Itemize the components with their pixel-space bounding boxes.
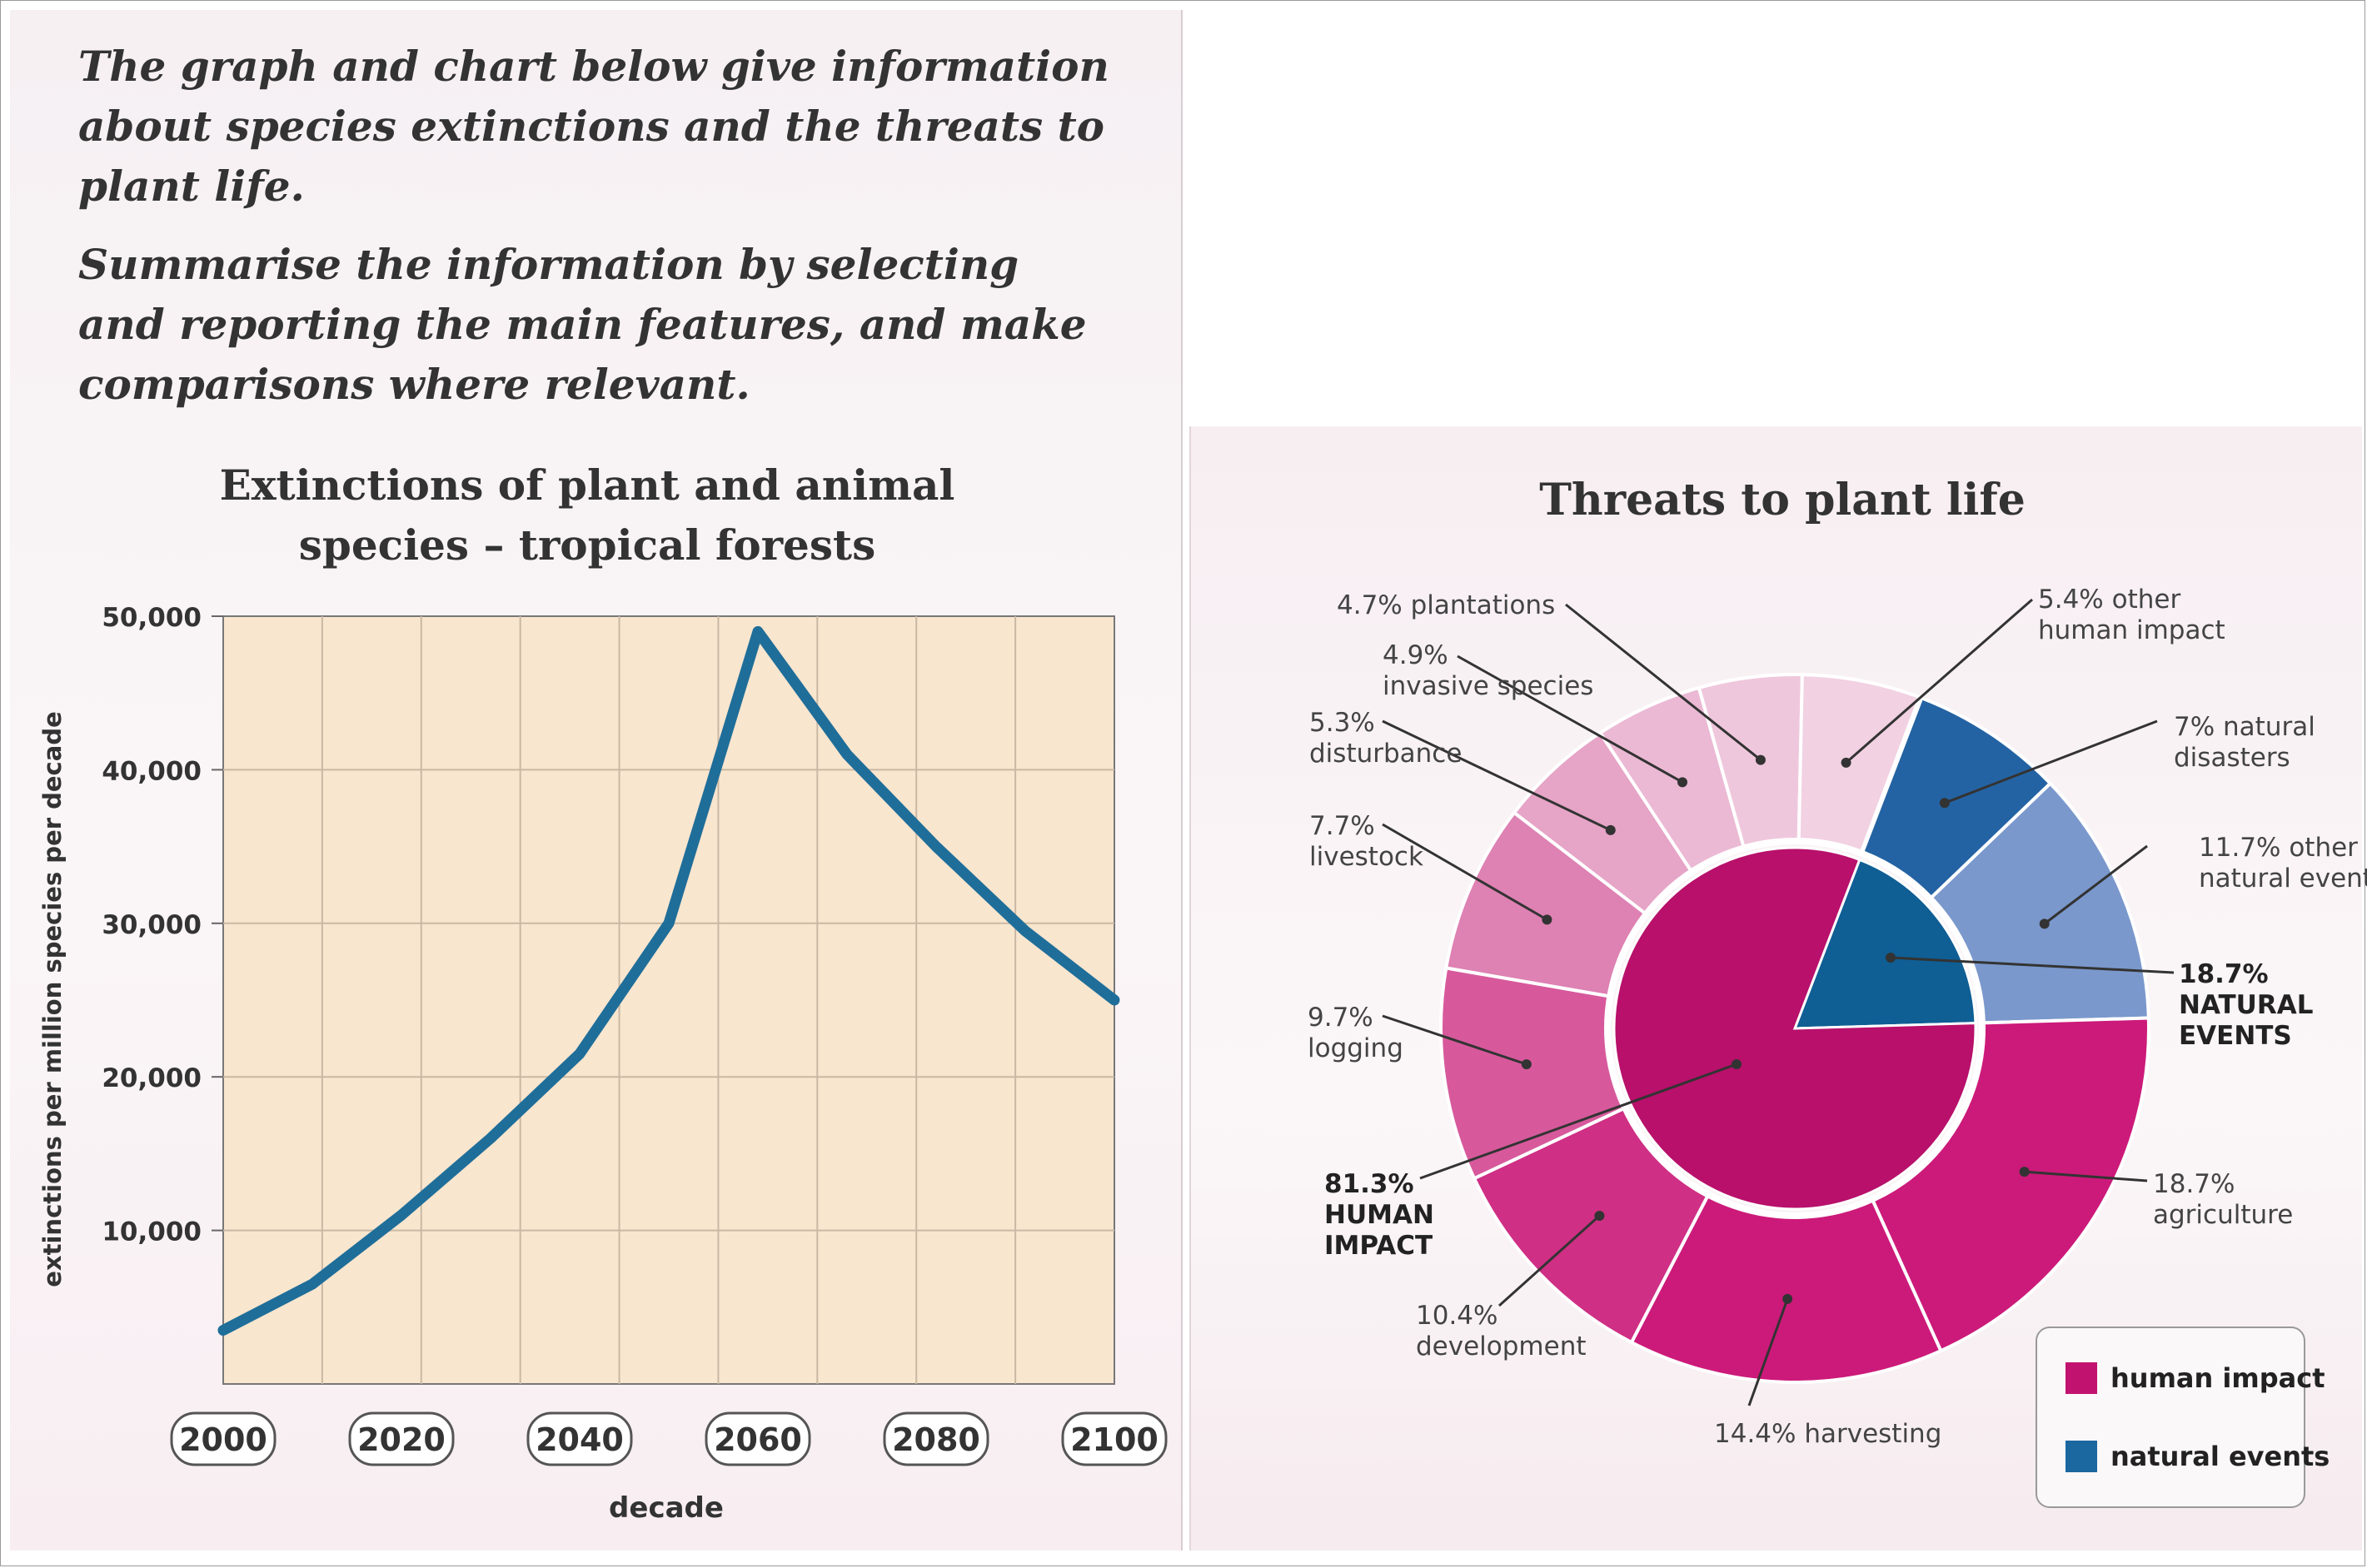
task-prompt: The graph and chart below give informati… xyxy=(78,37,1111,433)
y-axis-label: extinctions per million species per deca… xyxy=(38,711,67,1287)
y-tick-label: 40,000 xyxy=(102,756,202,786)
y-tick-label: 20,000 xyxy=(102,1063,202,1093)
x-tick-badge xyxy=(883,1411,989,1466)
x-tick-label: 2100 xyxy=(1070,1421,1159,1458)
line-chart-title-line-2: species – tropical forests xyxy=(299,520,876,570)
y-tick-labels: 10,000 20,000 30,000 40,000 50,000 xyxy=(102,603,223,1247)
x-tick-label: 2000 xyxy=(179,1421,267,1458)
x-tick-badge xyxy=(526,1411,633,1466)
x-tick-label: 2020 xyxy=(357,1421,446,1458)
y-tick-label: 10,000 xyxy=(102,1217,202,1247)
extinctions-line xyxy=(217,625,1120,1336)
right-panel xyxy=(1189,426,2362,1551)
x-tick-badge xyxy=(705,1411,811,1466)
y-tick-label: 50,000 xyxy=(102,603,202,633)
plot-area xyxy=(222,615,1115,1385)
x-tick-label: 2040 xyxy=(536,1421,624,1458)
x-axis-label: decade xyxy=(609,1491,724,1525)
x-tick-label: 2080 xyxy=(892,1421,980,1458)
y-tick-label: 30,000 xyxy=(102,910,202,940)
x-tick-labels: 2000 2020 2040 2060 2080 2100 xyxy=(170,1411,1168,1466)
prompt-line-1: The graph and chart below give informati… xyxy=(78,42,1109,211)
x-tick-badge xyxy=(348,1411,455,1466)
prompt-line-2: Summarise the information by selecting a… xyxy=(78,240,1087,409)
x-tick-label: 2060 xyxy=(714,1421,802,1458)
line-chart-title-line-1: Extinctions of plant and animal xyxy=(220,460,955,510)
x-tick-badge xyxy=(1061,1411,1168,1466)
x-tick-badge xyxy=(170,1411,277,1466)
line-chart: Extinctions of plant and animal species … xyxy=(38,460,1168,1525)
